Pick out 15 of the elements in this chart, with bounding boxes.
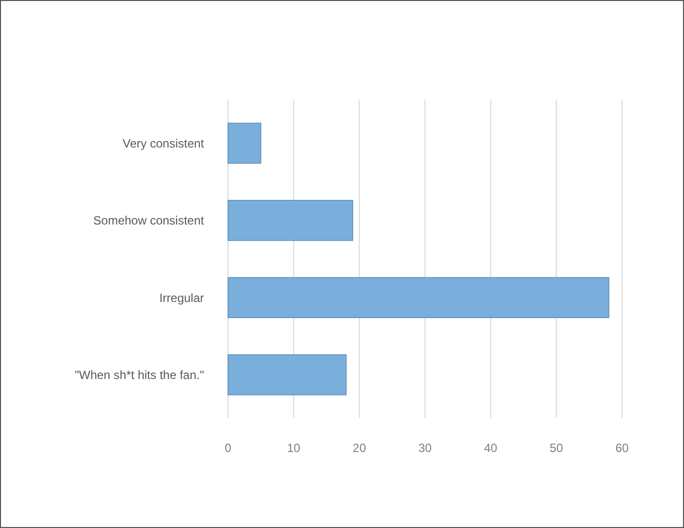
y-tick-label: Very consistent [122,136,205,150]
y-tick-label: Irregular [159,290,204,305]
x-tick-label: 30 [418,441,432,455]
x-tick-label: 20 [352,441,366,455]
y-tick-label: "When sh*t hits the fan." [74,368,204,382]
bar [228,122,262,164]
y-tick-label: Somehow consistent [93,214,205,228]
bar [228,354,347,396]
bar [228,277,610,318]
x-tick-label: 40 [484,441,498,455]
x-tick-label: 60 [615,441,629,455]
bar [228,200,354,241]
x-tick-label: 10 [286,441,301,455]
x-tick-label: 50 [550,441,564,455]
x-tick-label: 0 [224,441,232,455]
